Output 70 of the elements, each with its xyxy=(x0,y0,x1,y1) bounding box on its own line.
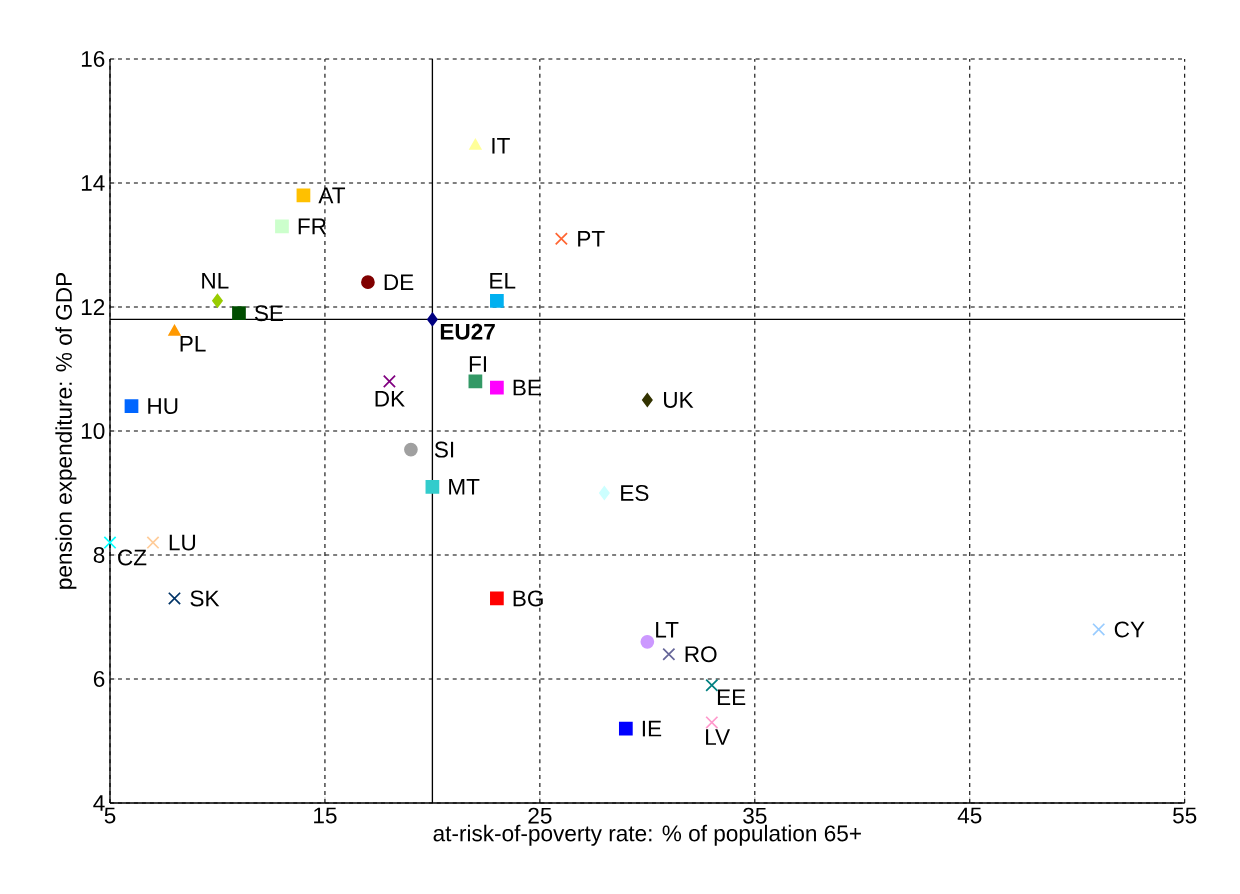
point xyxy=(232,306,246,321)
y-axis-title: pension expenditure: % of GDP xyxy=(55,273,77,589)
series-label: RO xyxy=(685,646,717,663)
point xyxy=(425,479,440,494)
series-label: IT xyxy=(492,138,510,154)
x-tick-label: 15 xyxy=(314,807,337,824)
series-label: SK xyxy=(190,590,220,607)
series-label: LU xyxy=(169,534,196,551)
point xyxy=(296,188,311,203)
y-tick-label: 8 xyxy=(93,547,105,563)
y-tick-label: 12 xyxy=(81,299,105,315)
y-tick-label: 4 xyxy=(93,795,105,811)
point xyxy=(382,374,396,388)
series-label: FI xyxy=(469,356,487,372)
series-label: CZ xyxy=(118,549,147,566)
x-tick-label: 55 xyxy=(1173,807,1197,824)
point xyxy=(490,591,504,606)
point xyxy=(490,293,504,308)
point xyxy=(361,275,375,290)
series-label: LT xyxy=(656,621,679,638)
point xyxy=(705,678,719,692)
point xyxy=(598,486,610,500)
point xyxy=(641,393,653,407)
series-label: IE xyxy=(642,720,662,737)
x-tick-label: 5 xyxy=(104,807,116,824)
series-label: LV xyxy=(706,729,731,745)
point xyxy=(275,219,289,234)
x-tick-label: 25 xyxy=(528,807,552,824)
series-label: NL xyxy=(202,272,229,289)
x-axis-title: at-risk-of-poverty rate: % of population 65+ xyxy=(433,824,861,846)
point xyxy=(618,721,633,736)
series-label: PL xyxy=(180,336,206,352)
series-label: HU xyxy=(148,398,178,415)
series-label: PT xyxy=(578,231,605,247)
point xyxy=(490,380,504,395)
point xyxy=(167,591,182,605)
y-tick-label: 6 xyxy=(93,671,105,687)
series-label: ES xyxy=(621,485,649,501)
series-label: SI xyxy=(434,441,454,458)
x-tick-label: 35 xyxy=(743,807,767,824)
series-label: MT xyxy=(449,479,480,495)
point xyxy=(404,442,418,457)
series-label: BG xyxy=(513,590,543,607)
point xyxy=(124,399,139,414)
point xyxy=(640,634,655,649)
series-label: CY xyxy=(1114,621,1145,638)
x-tick-label: 45 xyxy=(957,807,982,824)
point xyxy=(662,647,676,661)
point xyxy=(103,536,117,550)
point xyxy=(1092,622,1106,636)
series-label: BE xyxy=(513,379,541,396)
point xyxy=(469,138,482,150)
point xyxy=(468,374,483,389)
series-label: EE xyxy=(717,689,746,705)
series-label: FR xyxy=(298,218,326,235)
y-tick-label: 10 xyxy=(81,423,105,439)
series-label: AT xyxy=(318,187,346,204)
series-label: DK xyxy=(375,390,405,407)
y-tick-label: 16 xyxy=(81,50,105,67)
point xyxy=(705,715,719,729)
point xyxy=(212,293,223,308)
point xyxy=(168,324,181,336)
point xyxy=(554,232,568,246)
y-tick-label: 14 xyxy=(81,175,105,191)
point xyxy=(146,536,160,550)
series-label: DE xyxy=(384,274,414,290)
point xyxy=(427,312,438,327)
series-label: UK xyxy=(664,392,694,408)
series-label: EU27 xyxy=(440,323,495,340)
series-label: EL xyxy=(490,272,516,289)
